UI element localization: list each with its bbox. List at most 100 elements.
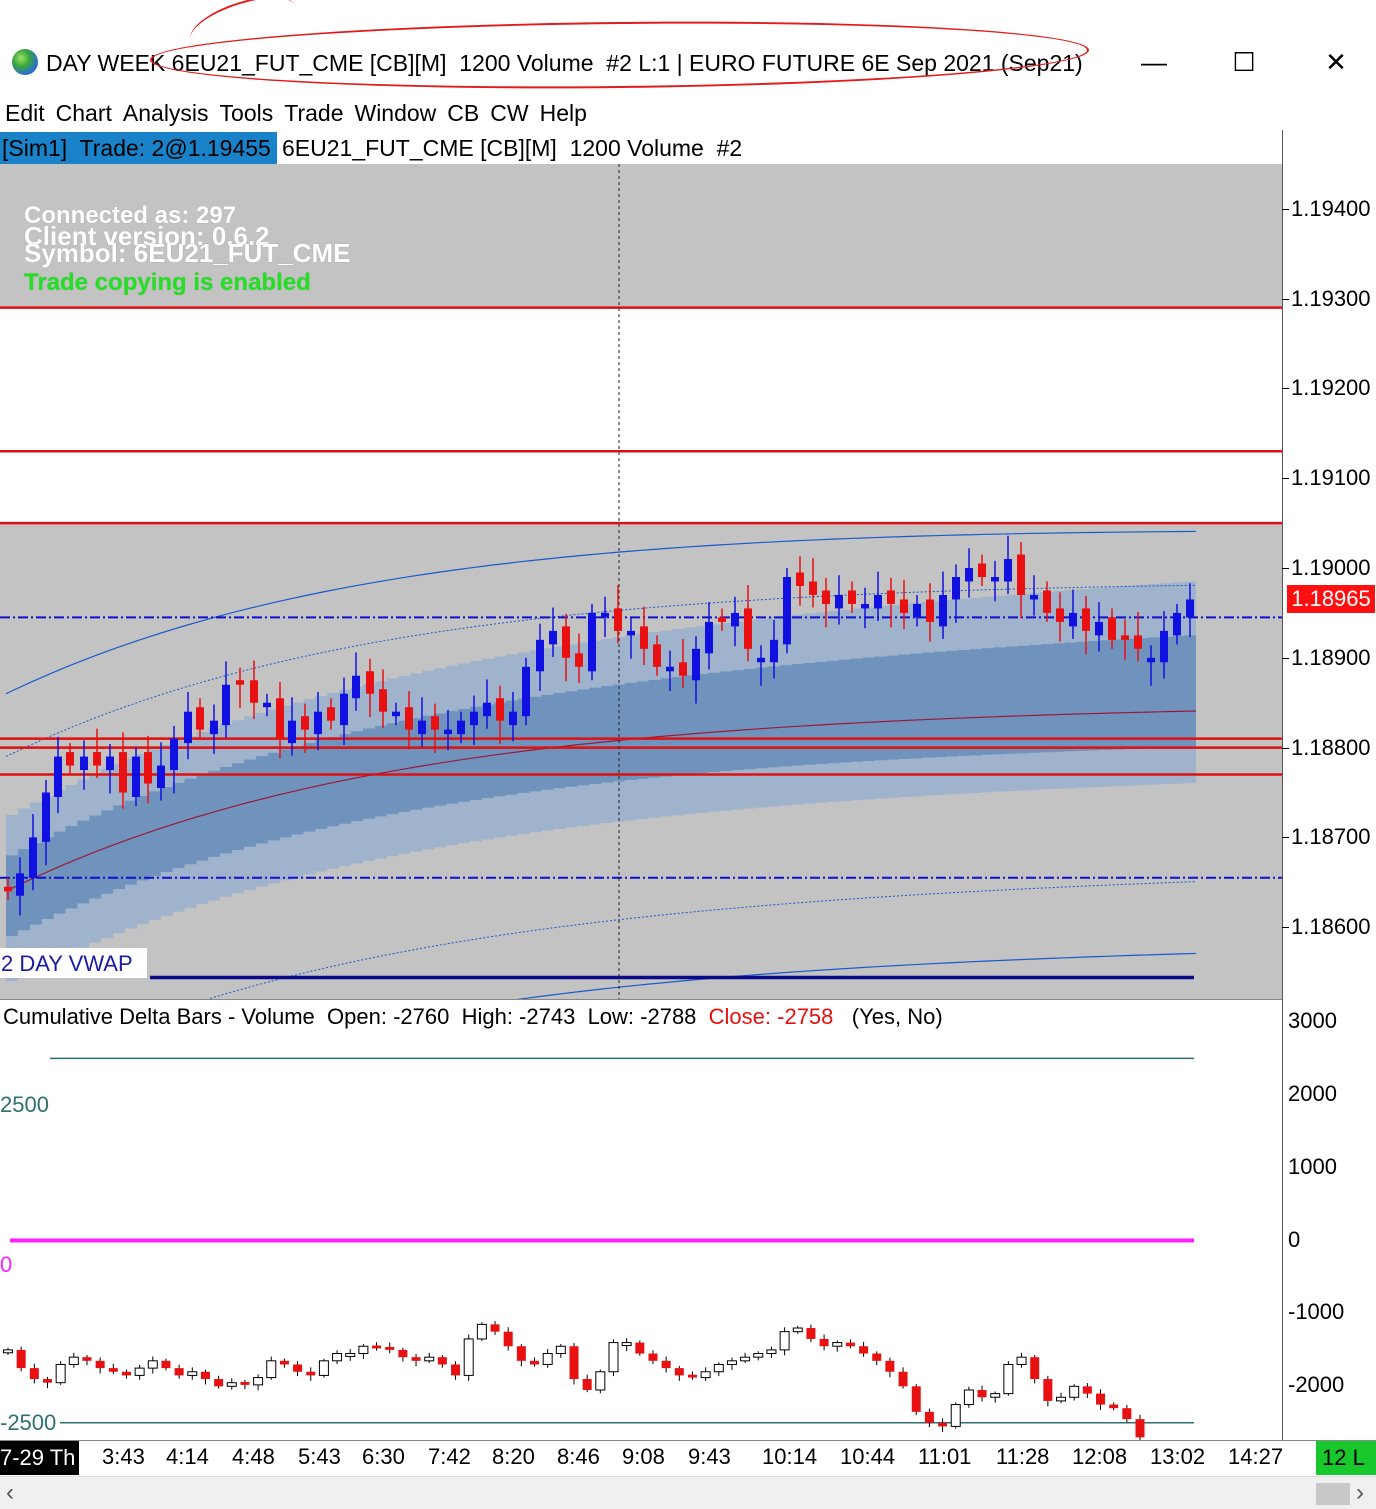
menu-window[interactable]: Window: [354, 100, 437, 126]
price-candle-body: [1030, 594, 1038, 600]
delta-candle-body: [832, 1342, 843, 1347]
scroll-left-icon[interactable]: ‹: [6, 1479, 14, 1506]
delta-candle-body: [147, 1360, 158, 1369]
symbol-overlay-label: Symbol: 6EU21_FUT_CME: [24, 238, 351, 268]
delta-candle-body: [516, 1346, 526, 1361]
delta-candle-body: [555, 1345, 566, 1355]
delta-candle-body: [779, 1331, 790, 1351]
delta-candle-body: [279, 1360, 289, 1365]
price-candle-body: [16, 873, 24, 896]
price-tick-mark: [1282, 478, 1289, 480]
price-candle-body: [1082, 608, 1090, 631]
minimize-button[interactable]: —: [1141, 46, 1167, 77]
scroll-thumb[interactable]: [1316, 1483, 1350, 1505]
price-tick-mark: [1282, 568, 1289, 570]
account-trade-badge[interactable]: [Sim1] Trade: 2@1.19455: [0, 132, 277, 164]
price-candle-body: [405, 707, 413, 730]
price-candle-body: [93, 752, 101, 766]
delta-candle-body: [134, 1367, 145, 1376]
time-axis[interactable]: 7-29 Th 3:43 4:14 4:48 5:43 6:30 7:42 8:20 8:46…: [0, 1440, 1376, 1477]
delta-candle-body: [806, 1328, 816, 1339]
price-tick-label: 1.19300: [1291, 285, 1371, 311]
delta-candle-body: [990, 1393, 1001, 1398]
price-candle-body: [522, 666, 530, 717]
cumulative-delta-svg: [3, 1057, 1194, 1441]
delta-candle-body: [398, 1349, 408, 1358]
price-tick-mark: [1282, 388, 1289, 390]
menu-analysis[interactable]: Analysis: [122, 100, 209, 126]
price-chart-svg: [0, 164, 1282, 999]
delta-candle-body: [1003, 1363, 1014, 1395]
price-candle-body: [236, 680, 244, 685]
menu-cb[interactable]: CB: [447, 100, 480, 126]
price-candle-body: [666, 666, 674, 672]
price-candle-body: [757, 657, 765, 663]
price-candle-body: [770, 639, 778, 663]
delta-candle-body: [674, 1368, 684, 1376]
last-price-marker: 1.18965: [1287, 585, 1375, 614]
price-candle-body: [144, 752, 152, 784]
delta-candle-body: [542, 1353, 553, 1365]
delta-candle-body: [372, 1345, 382, 1349]
price-candle-body: [562, 626, 570, 658]
time-axis-start: 7-29 Th: [0, 1441, 80, 1475]
menu-chart[interactable]: Chart: [55, 100, 112, 126]
price-candle-body: [379, 689, 387, 712]
price-candle-body: [614, 608, 622, 631]
price-candle-body: [457, 720, 465, 735]
upper-band-line: [5, 530, 1197, 695]
menu-trade[interactable]: Trade: [284, 100, 344, 126]
price-candle-body: [444, 729, 452, 735]
price-candle-body: [874, 594, 882, 609]
delta-candle-body: [214, 1379, 224, 1387]
price-tick-label: 1.18900: [1291, 644, 1371, 670]
level-label-2500: 2500: [0, 1092, 49, 1118]
delta-candle-body: [411, 1357, 421, 1361]
delta-candle-body: [345, 1353, 356, 1357]
menu-edit[interactable]: Edit: [5, 100, 45, 126]
price-candle-body: [352, 675, 360, 699]
delta-candle-body: [1109, 1404, 1119, 1409]
delta-candle-body: [451, 1364, 461, 1376]
horizontal-scrollbar[interactable]: ‹ ›: [0, 1476, 1376, 1509]
price-candle-body: [1043, 590, 1051, 613]
price-axis[interactable]: 1.19400 1.19300 1.19200 1.19100 1.19000 1.189…: [1282, 130, 1376, 1440]
price-tick-label: 1.18600: [1291, 914, 1371, 940]
scroll-right-icon[interactable]: ›: [1356, 1479, 1364, 1506]
delta-candle-body: [872, 1353, 882, 1361]
price-candle-body: [913, 603, 921, 618]
cumulative-delta-panel[interactable]: Cumulative Delta Bars - Volume Open: -27…: [0, 999, 1282, 1441]
maximize-button[interactable]: ☐: [1232, 46, 1256, 77]
price-candle-body: [887, 590, 895, 604]
vwap-line: [5, 710, 1197, 892]
menu-bar: Edit Chart Analysis Tools Trade Window C…: [0, 96, 1376, 130]
lower-band-dotted: [206, 881, 1197, 999]
menu-tools[interactable]: Tools: [219, 100, 274, 126]
delta-candle-body: [29, 1368, 39, 1380]
price-candle-body: [588, 612, 596, 672]
delta-candle-body: [977, 1389, 987, 1398]
close-button[interactable]: ✕: [1325, 46, 1347, 77]
menu-help[interactable]: Help: [539, 100, 587, 126]
price-candle-body: [184, 711, 192, 744]
time-tick-label: 4:14: [166, 1444, 209, 1469]
delta-candle-body: [174, 1368, 184, 1376]
price-chart-panel[interactable]: Connected as: 297 Client version: 0.6.2 …: [0, 164, 1282, 999]
window-title: DAY WEEK 6EU21_FUT_CME [CB][M] 1200 Volu…: [46, 50, 1083, 76]
time-axis-end-badge: 12 L: [1316, 1441, 1376, 1475]
price-tick-mark: [1282, 927, 1289, 929]
price-candle-body: [744, 608, 752, 649]
indicator-low: Low: -2788: [587, 1004, 697, 1029]
delta-candle-body: [1082, 1386, 1092, 1394]
delta-candle-body: [108, 1368, 118, 1372]
time-tick-label: 11:01: [918, 1444, 972, 1469]
delta-candle-body: [476, 1323, 487, 1340]
delta-candle-body: [253, 1377, 264, 1386]
delta-candle-body: [503, 1331, 513, 1347]
delta-candle-body: [318, 1360, 329, 1376]
delta-candle-body: [950, 1404, 961, 1427]
delta-candle-body: [898, 1371, 908, 1387]
menu-cw[interactable]: CW: [490, 100, 529, 126]
inner-deviation-band: [6, 634, 1196, 937]
price-tick-label: 1.18800: [1291, 734, 1371, 760]
